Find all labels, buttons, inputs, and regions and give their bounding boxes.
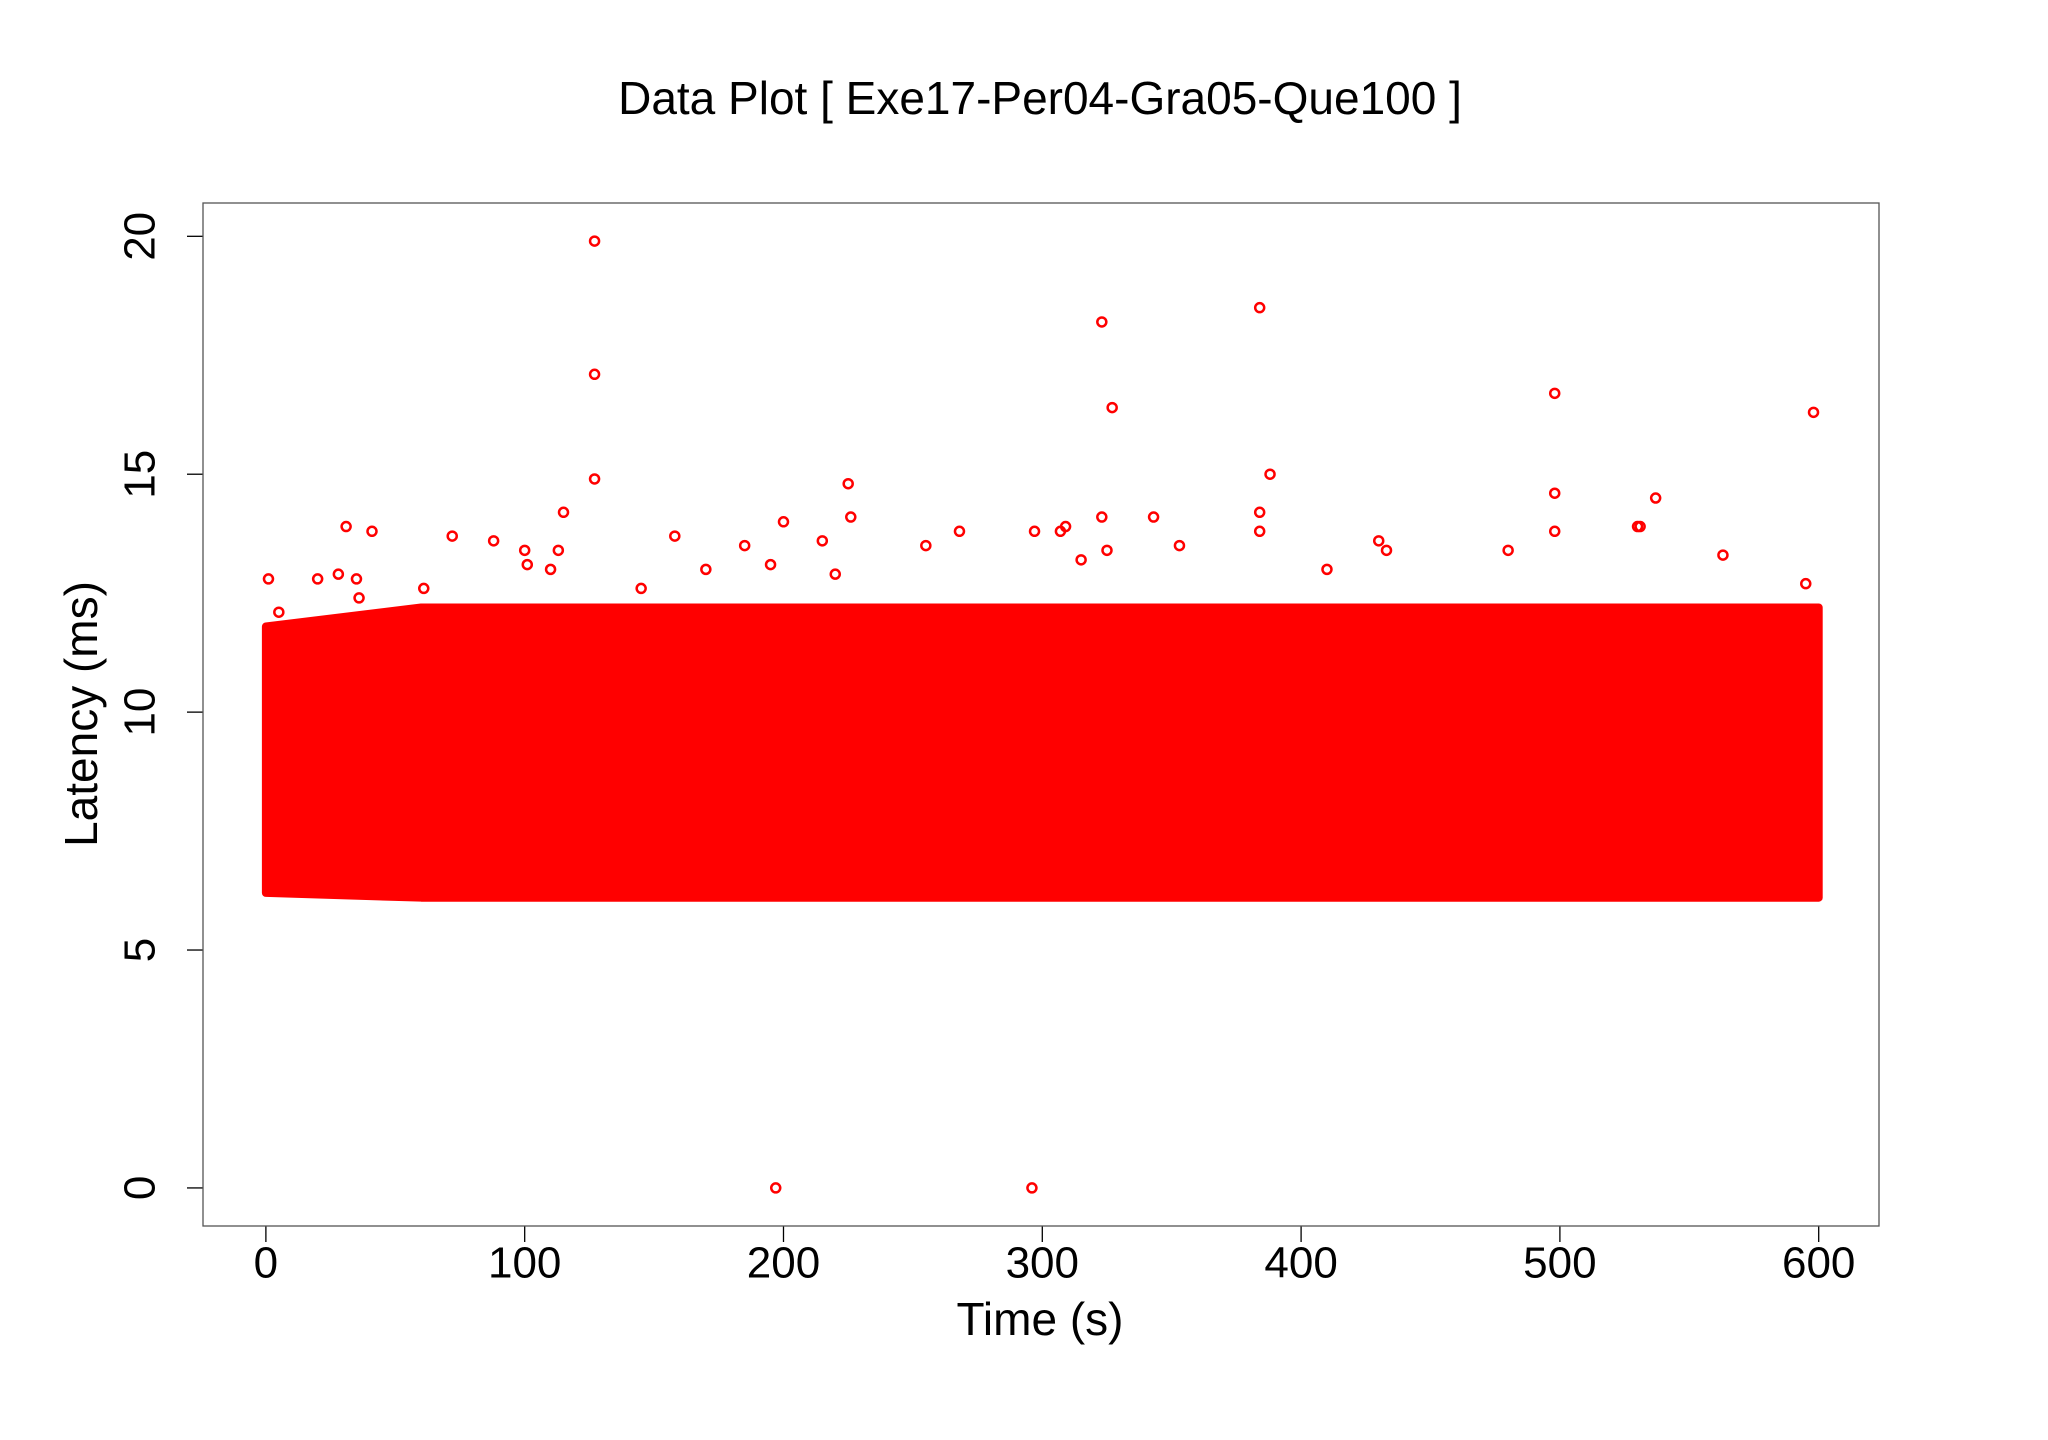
point	[1253, 301, 1266, 314]
x-tick-label: 100	[488, 1239, 561, 1288]
point	[588, 473, 601, 485]
point	[1147, 511, 1160, 523]
point	[816, 535, 829, 547]
point	[1634, 520, 1646, 533]
point	[920, 539, 932, 552]
point	[544, 563, 557, 576]
point	[1096, 511, 1108, 523]
point	[842, 477, 854, 490]
point	[552, 544, 565, 557]
point	[1253, 506, 1266, 519]
point	[446, 530, 458, 542]
point	[845, 511, 857, 523]
point	[1548, 487, 1561, 499]
chart-title: Data Plot [ Exe17-Per04-Gra05-Que100 ]	[618, 72, 1462, 124]
point	[1101, 544, 1113, 557]
point	[764, 558, 777, 571]
point	[418, 582, 430, 595]
y-tick-label: 0	[116, 1176, 165, 1200]
y-tick-label: 20	[116, 212, 165, 261]
point	[635, 582, 647, 595]
point	[738, 539, 751, 552]
point	[332, 568, 345, 580]
point	[1807, 406, 1820, 419]
point	[1096, 316, 1108, 328]
point	[1372, 535, 1385, 547]
point	[350, 573, 363, 585]
point	[311, 573, 324, 585]
point	[1717, 549, 1729, 561]
point	[1106, 401, 1118, 414]
x-axis-label: Time (s)	[957, 1293, 1124, 1345]
point	[353, 592, 365, 604]
point	[1380, 544, 1393, 557]
dense-band	[261, 603, 1823, 902]
point	[1800, 577, 1812, 590]
point	[1173, 539, 1186, 552]
x-tick-label: 0	[254, 1239, 278, 1288]
point	[769, 1182, 782, 1194]
point	[700, 563, 712, 576]
point	[829, 568, 842, 580]
x-tick-label: 200	[747, 1239, 820, 1288]
point	[588, 368, 601, 381]
point	[1502, 544, 1514, 557]
plot-frame	[202, 202, 1880, 1227]
point	[953, 525, 966, 538]
point	[273, 606, 285, 618]
point	[1649, 492, 1662, 504]
point	[588, 235, 601, 247]
point	[1548, 387, 1561, 400]
y-axis-label: Latency (ms)	[55, 581, 107, 847]
point	[1059, 520, 1072, 533]
point	[1548, 525, 1561, 538]
point	[1321, 563, 1333, 576]
y-tick-label: 5	[116, 938, 165, 962]
x-tick-label: 500	[1523, 1239, 1596, 1288]
point	[340, 520, 352, 533]
point	[487, 535, 500, 547]
x-tick-label: 600	[1782, 1239, 1855, 1288]
y-tick-label: 10	[116, 688, 165, 737]
point	[1075, 554, 1087, 566]
x-tick-label: 400	[1264, 1239, 1337, 1288]
point	[777, 516, 790, 528]
point	[518, 544, 531, 557]
point	[669, 530, 681, 542]
point	[262, 573, 275, 585]
point	[1264, 468, 1276, 480]
point	[1028, 525, 1041, 538]
point	[1253, 525, 1266, 538]
x-tick-label: 300	[1006, 1239, 1079, 1288]
y-tick-label: 15	[116, 450, 165, 499]
point	[557, 506, 570, 519]
point	[366, 525, 378, 538]
point	[521, 558, 534, 571]
point	[1026, 1182, 1038, 1194]
